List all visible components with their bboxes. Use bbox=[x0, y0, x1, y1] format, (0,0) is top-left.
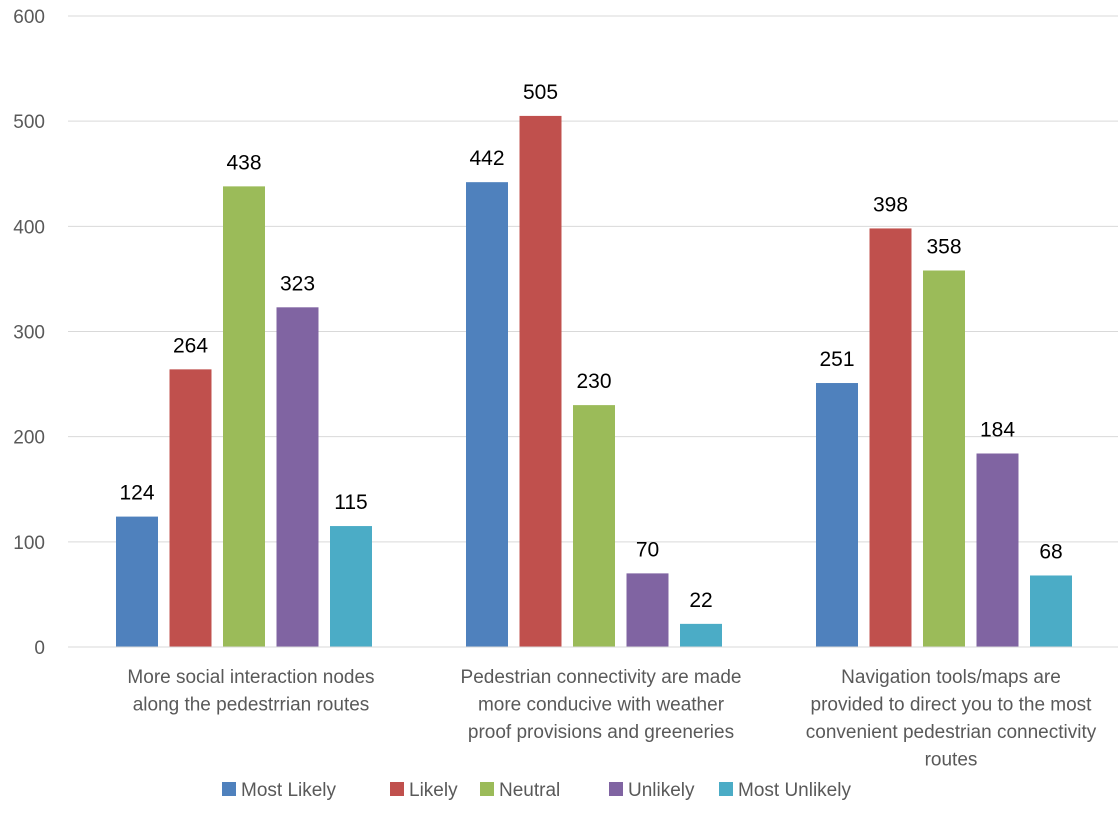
bar bbox=[223, 186, 265, 647]
data-label: 115 bbox=[334, 491, 367, 514]
legend-label: Unlikely bbox=[628, 780, 695, 801]
data-label: 442 bbox=[469, 147, 504, 170]
bars bbox=[116, 115, 1072, 648]
data-label: 438 bbox=[226, 151, 261, 174]
data-label: 22 bbox=[689, 589, 712, 612]
y-tick-label: 600 bbox=[13, 7, 45, 28]
y-tick-label: 400 bbox=[13, 217, 45, 238]
x-tick-label: convenient pedestrian connectivity bbox=[806, 722, 1097, 743]
x-tick-label: more conducive with weather bbox=[478, 695, 725, 716]
y-tick-label: 300 bbox=[13, 323, 45, 344]
bar bbox=[573, 405, 615, 647]
x-tick-label: proof provisions and greeneries bbox=[468, 722, 734, 743]
legend-label: Neutral bbox=[499, 780, 560, 801]
data-label: 398 bbox=[873, 193, 908, 216]
x-axis: More social interaction nodes along the p… bbox=[68, 646, 1118, 771]
legend-label: Likely bbox=[409, 780, 458, 801]
legend-swatch bbox=[222, 782, 236, 796]
legend-label: Most Unlikely bbox=[738, 780, 851, 801]
legend-swatch bbox=[609, 782, 623, 796]
x-tick-label: routes bbox=[925, 750, 978, 771]
bar bbox=[626, 573, 669, 647]
bar bbox=[1030, 575, 1072, 647]
data-label: 251 bbox=[819, 348, 854, 371]
data-label: 68 bbox=[1039, 540, 1062, 563]
legend: Most Likely Likely Neutral Unlikely Most Unl… bbox=[222, 780, 851, 801]
legend-swatch bbox=[390, 782, 404, 796]
bar bbox=[923, 270, 965, 647]
data-label: 264 bbox=[173, 334, 208, 357]
bar bbox=[330, 526, 372, 647]
y-axis: 0 100 200 300 400 500 600 bbox=[13, 7, 45, 659]
data-label: 70 bbox=[636, 538, 659, 561]
bar bbox=[869, 228, 912, 648]
y-tick-label: 500 bbox=[13, 112, 45, 133]
bar bbox=[816, 383, 858, 647]
data-label: 124 bbox=[119, 482, 154, 505]
bar bbox=[680, 623, 722, 647]
data-labels: 124 442 251 264 505 398 438 230 358 323 70 184 115 22… bbox=[119, 81, 1062, 612]
bar bbox=[116, 516, 158, 647]
data-label: 505 bbox=[523, 81, 558, 104]
y-tick-label: 100 bbox=[13, 533, 45, 554]
data-label: 184 bbox=[980, 418, 1015, 441]
data-label: 358 bbox=[926, 236, 961, 259]
x-tick-label: provided to direct you to the most bbox=[811, 695, 1093, 716]
legend-swatch bbox=[719, 782, 733, 796]
x-tick-label: Pedestrian connectivity are made bbox=[461, 667, 742, 688]
legend-label: Most Likely bbox=[241, 780, 337, 801]
x-tick-label: along the pedestrrian routes bbox=[133, 695, 370, 716]
bar bbox=[976, 453, 1019, 647]
bar bbox=[519, 115, 562, 648]
bar bbox=[169, 369, 212, 647]
x-tick-label: More social interaction nodes bbox=[127, 667, 374, 688]
y-tick-label: 200 bbox=[13, 428, 45, 449]
x-tick-label: Navigation tools/maps are bbox=[841, 667, 1061, 688]
bar bbox=[466, 182, 508, 647]
data-label: 323 bbox=[280, 272, 315, 295]
legend-swatch bbox=[480, 782, 494, 796]
y-tick-label: 0 bbox=[34, 638, 45, 659]
data-label: 230 bbox=[576, 370, 611, 393]
bar bbox=[276, 307, 319, 647]
